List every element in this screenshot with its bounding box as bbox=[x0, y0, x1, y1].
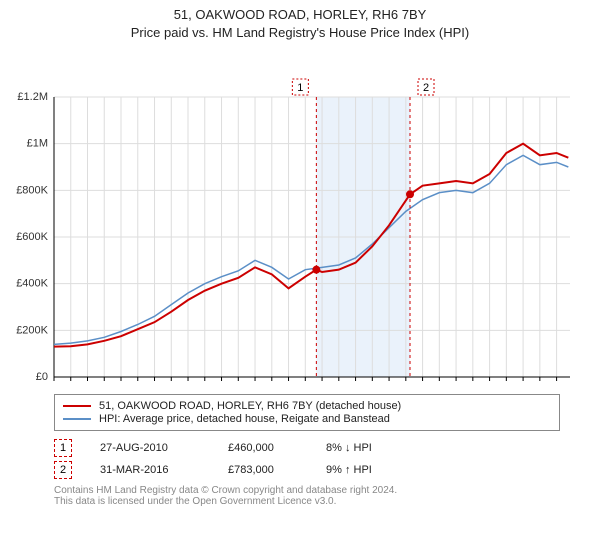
transaction-delta: 9% ↑ HPI bbox=[326, 464, 372, 476]
transaction-price: £460,000 bbox=[228, 442, 298, 454]
transaction-index: 1 bbox=[54, 439, 72, 457]
transaction-row: 1 27-AUG-2010 £460,000 8% ↓ HPI bbox=[54, 439, 560, 457]
legend-label: HPI: Average price, detached house, Reig… bbox=[99, 413, 390, 425]
svg-text:1: 1 bbox=[297, 82, 303, 94]
transaction-date: 27-AUG-2010 bbox=[100, 442, 200, 454]
title-line2: Price paid vs. HM Land Registry's House … bbox=[0, 24, 600, 42]
svg-text:£200K: £200K bbox=[16, 324, 48, 336]
svg-text:£1M: £1M bbox=[27, 138, 48, 150]
series-line bbox=[54, 144, 568, 347]
svg-text:£800K: £800K bbox=[16, 184, 48, 196]
price-marker bbox=[312, 266, 320, 274]
legend-swatch bbox=[63, 418, 91, 420]
series-line bbox=[54, 155, 568, 344]
legend-label: 51, OAKWOOD ROAD, HORLEY, RH6 7BY (detac… bbox=[99, 400, 401, 412]
svg-text:£400K: £400K bbox=[16, 278, 48, 290]
transaction-row: 2 31-MAR-2016 £783,000 9% ↑ HPI bbox=[54, 461, 560, 479]
transaction-price: £783,000 bbox=[228, 464, 298, 476]
price-chart: £0£200K£400K£600K£800K£1M£1.2M1995199619… bbox=[0, 47, 600, 388]
svg-text:2: 2 bbox=[423, 82, 429, 94]
footnote: Contains HM Land Registry data © Crown c… bbox=[54, 485, 560, 507]
price-marker bbox=[406, 190, 414, 198]
legend-row: HPI: Average price, detached house, Reig… bbox=[63, 413, 551, 425]
footnote-line1: Contains HM Land Registry data © Crown c… bbox=[54, 485, 560, 496]
svg-text:£1.2M: £1.2M bbox=[17, 91, 48, 103]
legend: 51, OAKWOOD ROAD, HORLEY, RH6 7BY (detac… bbox=[54, 394, 560, 431]
svg-text:£600K: £600K bbox=[16, 231, 48, 243]
footnote-line2: This data is licensed under the Open Gov… bbox=[54, 496, 560, 507]
title-line1: 51, OAKWOOD ROAD, HORLEY, RH6 7BY bbox=[0, 6, 600, 24]
legend-swatch bbox=[63, 405, 91, 407]
svg-text:£0: £0 bbox=[36, 371, 48, 383]
legend-row: 51, OAKWOOD ROAD, HORLEY, RH6 7BY (detac… bbox=[63, 400, 551, 412]
transactions-table: 1 27-AUG-2010 £460,000 8% ↓ HPI 2 31-MAR-2016… bbox=[54, 439, 560, 479]
transaction-delta: 8% ↓ HPI bbox=[326, 442, 372, 454]
transaction-index: 2 bbox=[54, 461, 72, 479]
transaction-date: 31-MAR-2016 bbox=[100, 464, 200, 476]
